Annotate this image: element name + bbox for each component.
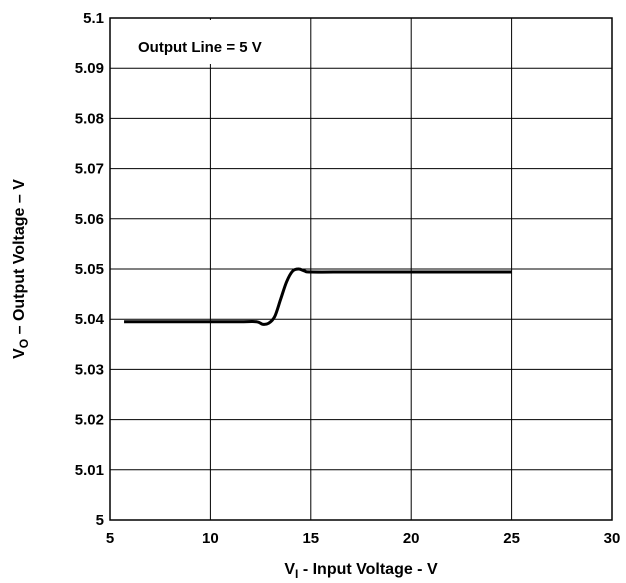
y-tick-label: 5.05	[75, 261, 104, 278]
y-tick-label: 5.02	[75, 412, 104, 429]
annotation-background	[128, 20, 276, 64]
x-axis-title-rest: - Input Voltage - V	[298, 561, 438, 578]
x-axis-title: VI - Input Voltage - V	[284, 561, 438, 581]
y-axis-title-rest: – Output Voltage – V	[11, 179, 28, 339]
y-tick-label: 5.03	[75, 361, 104, 378]
y-tick-labels: 5 5.01 5.02 5.03 5.04 5.05 5.06 5.07 5.08 5.09 5.1	[75, 10, 105, 529]
y-tick-label: 5.1	[83, 10, 104, 27]
x-tick-label: 15	[302, 530, 319, 547]
plot-frame	[109, 17, 613, 521]
y-axis-title: VO – Output Voltage – V	[11, 179, 31, 359]
x-tick-label: 5	[106, 530, 114, 547]
y-tick-label: 5.04	[75, 311, 105, 328]
y-tick-label: 5.01	[75, 462, 104, 479]
x-tick-label: 25	[503, 530, 520, 547]
y-axis-title-main: V	[11, 348, 28, 359]
y-tick-label: 5	[96, 512, 104, 529]
annotation-label: Output Line = 5 V	[138, 39, 262, 56]
grid	[109, 17, 613, 521]
series-line	[124, 267, 512, 326]
x-axis-title-main: V	[284, 561, 295, 578]
y-tick-label: 5.07	[75, 161, 104, 178]
x-tick-label: 20	[403, 530, 420, 547]
x-tick-labels: 5 10 15 20 25 30	[106, 530, 621, 547]
x-tick-label: 10	[202, 530, 219, 547]
x-axis-title-subscript: I	[295, 567, 298, 581]
y-axis-title-subscript: O	[17, 339, 31, 348]
y-tick-label: 5.08	[75, 110, 104, 127]
y-tick-label: 5.09	[75, 60, 104, 77]
series-group	[124, 267, 512, 326]
x-tick-label: 30	[604, 530, 621, 547]
y-tick-label: 5.06	[75, 211, 104, 228]
